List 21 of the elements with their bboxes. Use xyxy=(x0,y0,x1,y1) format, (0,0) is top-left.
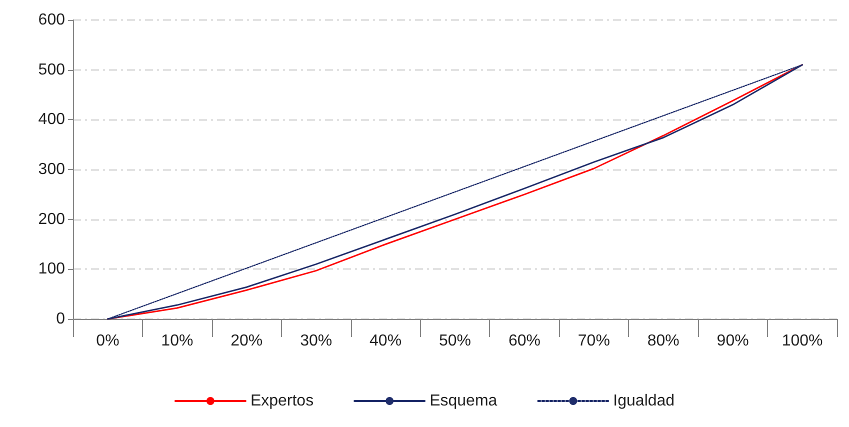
legend-label: Igualdad xyxy=(613,392,675,410)
legend-label: Expertos xyxy=(250,392,314,410)
x-tick-label: 10% xyxy=(161,332,194,350)
x-tick-label: 80% xyxy=(647,332,680,350)
y-tick-label: 100 xyxy=(38,260,66,278)
x-tick-label: 90% xyxy=(716,332,749,350)
x-tick-label: 60% xyxy=(508,332,540,350)
x-tick-label: 40% xyxy=(370,332,402,350)
x-tick-label: 20% xyxy=(230,332,263,350)
x-tick-label: 30% xyxy=(300,332,332,350)
y-tick-label: 400 xyxy=(38,111,66,128)
y-tick-label: 300 xyxy=(38,161,66,178)
x-tick-label: 70% xyxy=(578,332,610,350)
y-tick-label: 0 xyxy=(56,310,66,328)
x-tick-label: 100% xyxy=(782,332,823,350)
legend-label: Esquema xyxy=(430,392,498,410)
x-tick-label: 50% xyxy=(438,332,472,350)
y-tick-label: 600 xyxy=(38,12,66,28)
y-tick-label: 200 xyxy=(38,210,66,228)
x-tick-label: 0% xyxy=(96,332,120,350)
y-tick-label: 500 xyxy=(38,61,66,78)
